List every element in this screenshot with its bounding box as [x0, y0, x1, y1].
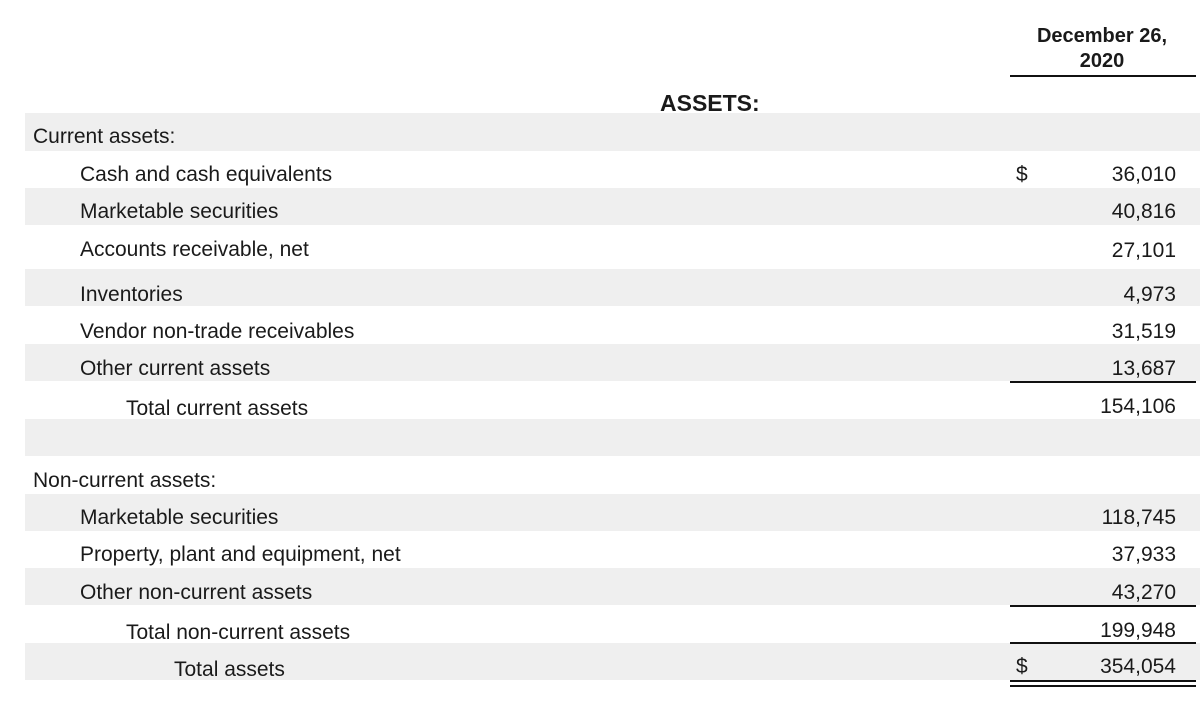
row-band: [25, 419, 1200, 456]
line-item-value: 4,973: [1123, 283, 1176, 306]
currency-symbol: $: [1016, 655, 1028, 678]
line-item-value: 43,270: [1111, 581, 1176, 604]
column-header-date-line1: December 26,: [1036, 25, 1168, 47]
line-item-label: Marketable securities: [80, 506, 279, 529]
line-item-value: 40,816: [1111, 200, 1176, 223]
row-band: [25, 344, 1200, 381]
line-item-value: 13,687: [1111, 357, 1176, 380]
line-item-value: 37,933: [1111, 543, 1176, 566]
total-current-assets-label: Total current assets: [126, 397, 309, 420]
line-item-label: Accounts receivable, net: [80, 238, 309, 261]
total-current-assets-value: 154,106: [1100, 395, 1176, 418]
subtotal-rule: [1010, 642, 1196, 644]
row-band: [25, 494, 1200, 531]
line-item-value: 118,745: [1101, 506, 1176, 529]
section-title: ASSETS:: [660, 90, 760, 116]
row-band: [25, 643, 1200, 680]
row-band: [25, 269, 1200, 306]
line-item-label: Other non-current assets: [80, 581, 313, 604]
column-header-date: December 26, 2020: [1012, 24, 1192, 74]
line-item-label: Other current assets: [80, 357, 271, 380]
double-rule-bottom: [1010, 685, 1196, 687]
total-noncurrent-assets-value: 199,948: [1100, 619, 1176, 642]
current-assets-heading: Current assets:: [33, 125, 176, 148]
line-item-label: Marketable securities: [80, 200, 279, 223]
line-item-label: Vendor non-trade receivables: [80, 320, 355, 343]
row-band: [25, 568, 1200, 605]
row-band: [25, 113, 1200, 151]
total-noncurrent-assets-label: Total non-current assets: [126, 621, 351, 644]
subtotal-rule: [1010, 605, 1196, 607]
total-assets-value: 354,054: [1100, 655, 1176, 678]
line-item-label: Property, plant and equipment, net: [80, 543, 401, 566]
row-band: [25, 188, 1200, 225]
line-item-value: 36,010: [1111, 163, 1176, 186]
column-header-date-line2: 2020: [1079, 50, 1125, 72]
line-item-label: Inventories: [80, 283, 183, 306]
line-item-value: 27,101: [1111, 239, 1176, 262]
line-item-label: Cash and cash equivalents: [80, 163, 333, 186]
currency-symbol: $: [1016, 163, 1028, 186]
header-underline: [1010, 75, 1196, 77]
total-assets-label: Total assets: [174, 658, 285, 681]
noncurrent-assets-heading: Non-current assets:: [33, 469, 217, 492]
line-item-value: 31,519: [1111, 320, 1176, 343]
subtotal-rule: [1010, 381, 1196, 383]
double-rule-top: [1010, 680, 1196, 682]
